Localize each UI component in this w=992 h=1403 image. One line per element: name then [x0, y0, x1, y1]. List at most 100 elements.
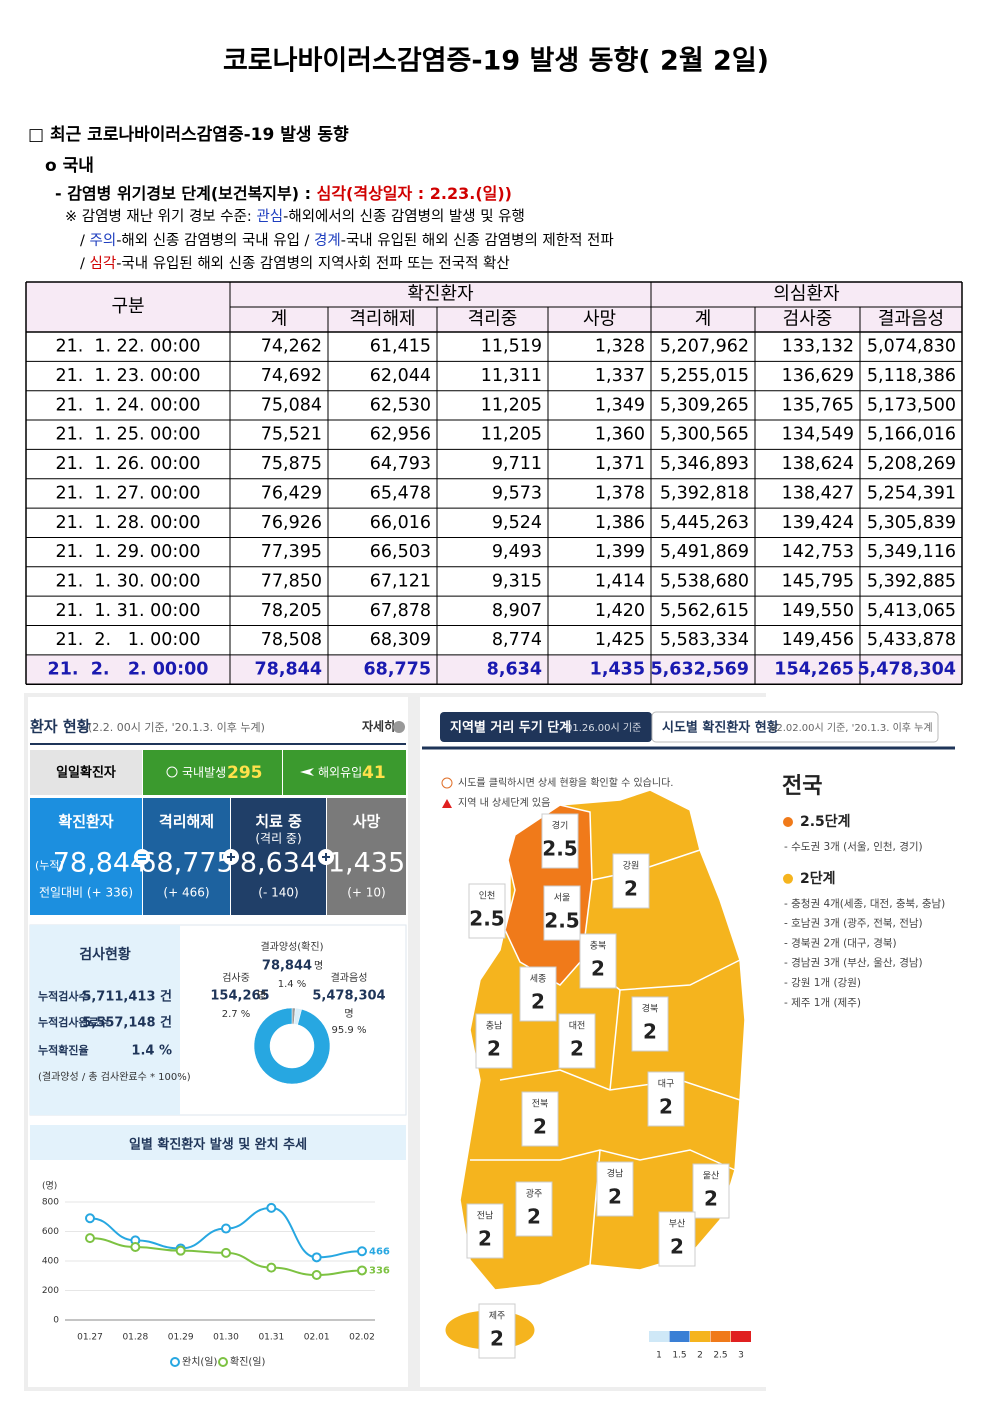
region-level[interactable]: 2 [527, 1205, 541, 1229]
table-cell: 1,328 [595, 337, 645, 357]
region-name[interactable]: 전북 [532, 1099, 549, 1110]
tab-label[interactable]: 시도별 확진환자 현황 [662, 720, 779, 736]
region-label-box[interactable] [543, 885, 581, 941]
y-tick-label: 400 [42, 1257, 59, 1267]
table-cell: 1,386 [595, 513, 645, 533]
region-label-box[interactable] [541, 813, 579, 869]
region-level[interactable]: 2 [570, 1037, 584, 1061]
scale-swatch [690, 1331, 710, 1342]
tests-value: 1.4 % [131, 1044, 172, 1059]
region-name[interactable]: 부산 [669, 1219, 686, 1230]
table-subheader: 사망 [583, 309, 616, 330]
region-label-box[interactable] [519, 966, 557, 1022]
region-name[interactable]: 강원 [623, 861, 640, 872]
table-cell: 138,624 [782, 454, 854, 474]
daily-overseas: 41 [362, 763, 386, 783]
daily-label: 일일확진자 [56, 765, 116, 781]
region-name[interactable]: 대구 [658, 1079, 675, 1090]
region-name[interactable]: 대전 [569, 1021, 586, 1032]
table-cell: 5,074,830 [867, 337, 956, 357]
note-line: / 심각-국내 유입된 해외 신종 감염병의 지역사회 전파 또는 전국적 확산 [80, 255, 510, 272]
donut-label: 결과양성(확진) [260, 941, 323, 953]
region-name[interactable]: 경기 [552, 820, 569, 832]
table-cell: 1,371 [595, 454, 645, 474]
level-dot [783, 873, 793, 884]
table-cell: 5,392,818 [660, 483, 749, 503]
region-label-box[interactable] [596, 1161, 634, 1217]
region-label-box[interactable] [612, 853, 650, 909]
table-cell: 1,378 [595, 483, 645, 503]
region-level[interactable]: 2.5 [469, 907, 504, 931]
table-cell: 5,254,391 [867, 483, 956, 503]
x-tick-label: 01.31 [258, 1333, 284, 1343]
status-note: (격리 중) [255, 832, 301, 846]
region-level[interactable]: 2 [531, 990, 545, 1014]
region-name[interactable]: 광주 [526, 1188, 543, 1200]
trend-point [85, 1213, 95, 1224]
region-name[interactable]: 세종 [530, 974, 547, 985]
region-level[interactable]: 2 [624, 877, 638, 901]
trend-unit: (명) [42, 1181, 57, 1192]
region-label-box[interactable] [692, 1163, 730, 1219]
region-name[interactable]: 제주 [489, 1311, 506, 1322]
region-label-box[interactable] [521, 1091, 559, 1147]
region-level[interactable]: 2 [490, 1327, 504, 1351]
region-label-box[interactable] [515, 1181, 553, 1237]
table-cell: 76,926 [261, 513, 322, 533]
trend-point [130, 1241, 141, 1252]
table-cell: 75,521 [261, 425, 322, 445]
table-cell: 1,399 [595, 542, 645, 562]
region-name[interactable]: 경남 [607, 1168, 624, 1180]
region-label-box[interactable] [631, 996, 669, 1052]
region-level[interactable]: 2 [704, 1187, 718, 1211]
region-label-box[interactable] [466, 1203, 504, 1259]
trend-point [311, 1270, 322, 1281]
region-name[interactable]: 인천 [479, 891, 496, 902]
table-cell: 142,753 [782, 542, 854, 562]
region-label-box[interactable] [579, 933, 617, 989]
region-level[interactable]: 2.5 [544, 909, 579, 933]
note-line: / 주의-해외 신종 감염병의 국내 유입 / 경계-국내 유입된 해외 신종 … [80, 232, 614, 249]
region-name[interactable]: 충남 [486, 1021, 503, 1032]
region-level[interactable]: 2 [591, 957, 605, 981]
table-cell: 5,207,962 [660, 337, 749, 357]
region-level[interactable]: 2 [659, 1095, 673, 1119]
region-level[interactable]: 2 [487, 1037, 501, 1061]
status-change: 전일대비 (+ 336) [39, 886, 133, 900]
table-subheader: 격리해제 [349, 309, 415, 330]
more-link[interactable]: 자세히 [362, 719, 395, 734]
table-cell: 65,478 [370, 483, 431, 503]
tab-label[interactable]: 지역별 거리 두기 단계 [450, 720, 571, 736]
region-name[interactable]: 충북 [590, 941, 607, 952]
table-cell: 139,424 [782, 513, 854, 533]
region-level[interactable]: 2 [478, 1227, 492, 1251]
region-label-box[interactable] [478, 1303, 516, 1359]
level-item: - 호남권 3개 (광주, 전북, 전남) [784, 918, 923, 930]
tests-title: 검사현황 [79, 946, 131, 963]
y-tick-label: 600 [42, 1227, 59, 1237]
region-name[interactable]: 전남 [477, 1211, 494, 1222]
table-cell: 136,629 [782, 366, 854, 386]
region-level[interactable]: 2 [643, 1020, 657, 1044]
dashboard-subtitle: (2.2. 00시 기준, '20.1.3. 이후 누계) [88, 721, 265, 734]
region-name[interactable]: 경북 [642, 1003, 659, 1015]
table-cell: 8,907 [492, 601, 542, 621]
trend-point [175, 1245, 186, 1256]
text-segment: 심각 [90, 255, 117, 272]
region-level[interactable]: 2 [670, 1235, 684, 1259]
trend-title: 일별 확진환자 발생 및 완치 추세 [129, 1137, 307, 1153]
map-note: 지역 내 상세단계 있음 [458, 797, 550, 809]
region-label-box[interactable] [475, 1013, 513, 1069]
table-cell: 5,632,569 [650, 660, 749, 680]
region-level[interactable]: 2 [533, 1115, 547, 1139]
region-label-box[interactable] [647, 1071, 685, 1127]
region-label-box[interactable] [468, 883, 506, 939]
pin-icon [166, 766, 178, 778]
region-label-box[interactable] [658, 1211, 696, 1267]
region-name[interactable]: 서울 [554, 893, 571, 904]
region-label-box[interactable] [558, 1013, 596, 1069]
region-name[interactable]: 울산 [703, 1171, 720, 1182]
region-level[interactable]: 2 [608, 1185, 622, 1209]
region-level[interactable]: 2.5 [542, 837, 577, 861]
table-cell: 67,878 [370, 601, 431, 621]
